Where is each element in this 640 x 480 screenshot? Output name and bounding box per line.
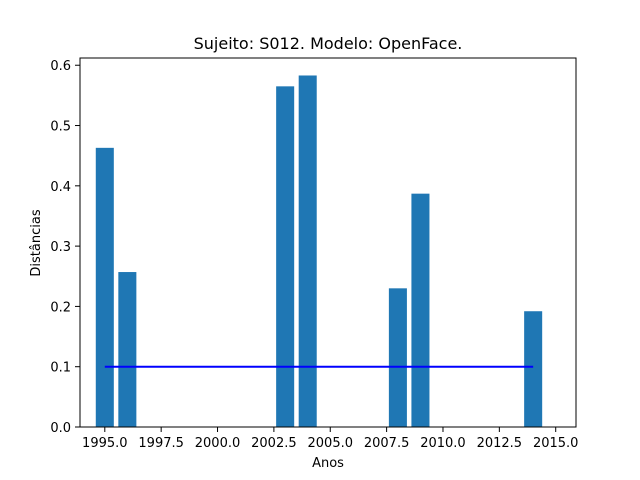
bar-2003 (276, 86, 295, 428)
plot-frame (79, 57, 577, 428)
bar-1995 (95, 147, 114, 427)
x-tick-label: 2005.0 (308, 436, 354, 451)
bar-2014 (524, 311, 543, 427)
bar-2008 (388, 288, 407, 427)
y-tick-label: 0.4 (50, 180, 71, 195)
bars-group (95, 75, 543, 428)
bar-1996 (118, 272, 137, 427)
y-tick-label: 0.1 (50, 361, 71, 376)
x-tick-label: 2007.5 (364, 436, 410, 451)
y-axis-label: Distâncias (29, 209, 44, 276)
bar-2004 (298, 75, 317, 427)
y-tick-label: 0.3 (50, 240, 71, 255)
x-axis-ticks: 1995.0 1997.5 2000.0 2002.5 2005.0 2007.5 2010… (82, 427, 578, 451)
x-axis-label: Anos (312, 456, 344, 471)
x-tick-label: 1997.5 (138, 436, 184, 451)
x-tick-label: 2012.5 (477, 436, 523, 451)
x-tick-label: 1995.0 (82, 436, 128, 451)
y-tick-label: 0.6 (50, 59, 71, 74)
x-tick-label: 2010.0 (420, 436, 466, 451)
y-tick-label: 0.5 (50, 120, 71, 135)
bar-2009 (411, 193, 430, 427)
y-tick-label: 0.0 (50, 421, 71, 436)
chart-title: Sujeito: S012. Modelo: OpenFace. (194, 34, 463, 53)
x-tick-label: 2000.0 (195, 436, 241, 451)
y-tick-label: 0.2 (50, 300, 71, 315)
y-axis-ticks: 0.0 0.1 0.2 0.3 0.4 0.5 0.6 (50, 59, 80, 436)
x-tick-label: 2015.0 (533, 436, 579, 451)
x-tick-label: 2002.5 (251, 436, 297, 451)
